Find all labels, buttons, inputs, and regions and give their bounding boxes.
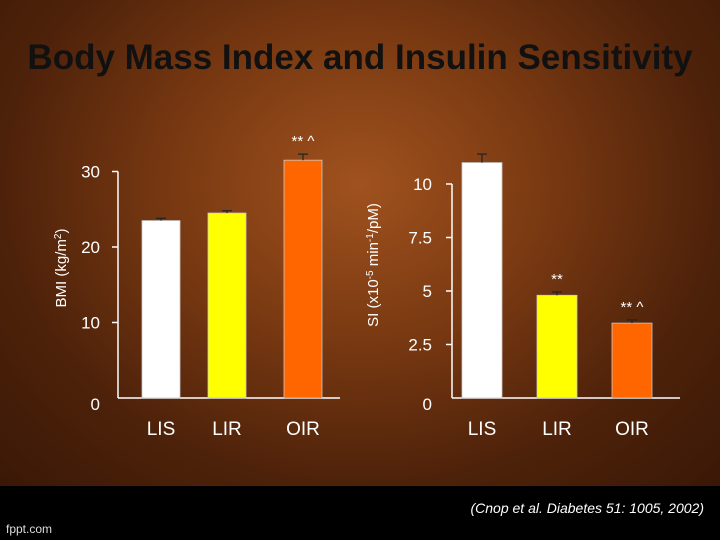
bmi-bar xyxy=(207,212,247,399)
si-bar xyxy=(536,294,578,399)
bmi-category-label: LIR xyxy=(212,419,242,440)
bmi-y-tick-label: 0 xyxy=(91,395,100,414)
si-significance-label: ** xyxy=(551,271,563,288)
bmi-chart: BMI (kg/m2) 0 10 20 30 LIS LIR ** ^ OIR xyxy=(53,133,340,440)
si-significance-label: ** ^ xyxy=(621,299,644,316)
slide-background xyxy=(0,0,720,486)
charts-area: BMI (kg/m2) 0 10 20 30 LIS LIR ** ^ OIR SI (x10… xyxy=(53,133,680,440)
si-y-tick-label: 7.5 xyxy=(408,229,432,248)
si-category-label: OIR xyxy=(615,419,649,440)
bmi-bar xyxy=(141,220,181,399)
bmi-bar xyxy=(283,159,323,399)
slide-title: Body Mass Index and Insulin Sensitivity xyxy=(27,38,693,77)
citation-text: (Cnop et al. Diabetes 51: 1005, 2002) xyxy=(470,500,705,516)
si-category-label: LIR xyxy=(542,419,572,440)
si-y-tick-label: 0 xyxy=(423,395,432,414)
si-bar xyxy=(461,162,503,399)
bmi-y-tick-label: 10 xyxy=(81,314,100,333)
si-bar xyxy=(611,322,653,399)
bmi-y-axis-label: BMI (kg/m2) xyxy=(53,229,71,308)
si-chart: SI (x10-5 min-1/pM) 0 2.5 5 7.5 10 LIS ** LIR **… xyxy=(365,153,680,440)
bmi-y-tick-label: 20 xyxy=(81,238,100,257)
si-y-tick-label: 5 xyxy=(423,282,432,301)
bmi-category-label: OIR xyxy=(286,419,320,440)
bmi-y-tick-label: 30 xyxy=(81,163,100,182)
footer-bar xyxy=(0,486,720,540)
bmi-significance-label: ** ^ xyxy=(292,133,315,150)
bmi-category-label: LIS xyxy=(147,419,176,440)
si-y-axis-label: SI (x10-5 min-1/pM) xyxy=(365,203,383,327)
brand-text: fppt.com xyxy=(6,522,53,536)
si-y-tick-label: 10 xyxy=(413,175,432,194)
si-y-tick-label: 2.5 xyxy=(408,336,432,355)
si-category-label: LIS xyxy=(468,419,497,440)
